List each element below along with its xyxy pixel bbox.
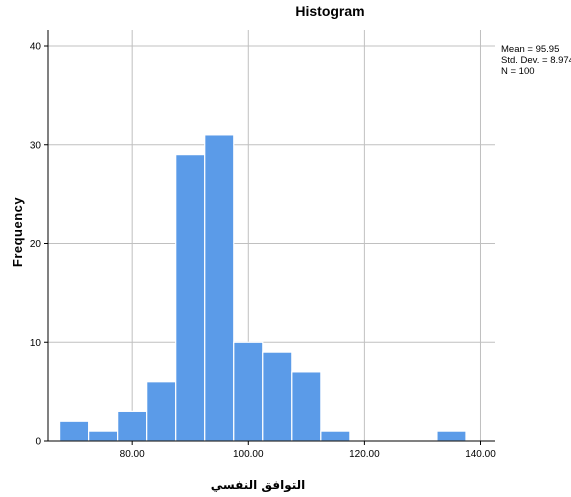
stats-legend: Mean = 95.95 Std. Dev. = 8.974 N = 100 <box>501 44 571 77</box>
y-tick-label: 0 <box>35 437 41 448</box>
y-tick-label: 30 <box>30 140 42 151</box>
histogram-bar <box>88 430 119 442</box>
histogram-bar <box>262 351 293 442</box>
stats-std-dev: Std. Dev. = 8.974 <box>501 55 571 66</box>
y-tick-label: 10 <box>30 338 42 349</box>
x-tick-label: 120.00 <box>349 449 380 460</box>
x-tick-label: 80.00 <box>120 449 145 460</box>
stats-mean: Mean = 95.95 <box>501 44 559 55</box>
y-axis-label: Frequency <box>10 197 25 268</box>
y-tick-label: 20 <box>30 239 42 250</box>
histogram-bar <box>436 430 467 442</box>
y-tick-label: 40 <box>30 42 42 53</box>
axes-layer <box>47 30 495 442</box>
bars-layer <box>59 134 467 442</box>
grid-layer <box>48 30 495 441</box>
histogram-bar <box>204 134 235 442</box>
x-tick-label: 140.00 <box>465 449 496 460</box>
x-axis-label: التوافق النفسي <box>211 478 306 493</box>
histogram-bar <box>320 430 351 442</box>
histogram-bar <box>146 381 177 442</box>
histogram-bar <box>117 410 148 442</box>
histogram-bar <box>59 420 90 442</box>
histogram-bar <box>175 154 206 442</box>
histogram-bar <box>291 371 322 442</box>
histogram-bar <box>233 341 264 442</box>
stats-n: N = 100 <box>501 66 535 77</box>
ticks-layer: 0 10 20 30 40 80.00 100.00 120.00 140.00 <box>30 42 496 461</box>
chart-title: Histogram <box>295 3 364 19</box>
x-tick-label: 100.00 <box>233 449 264 460</box>
